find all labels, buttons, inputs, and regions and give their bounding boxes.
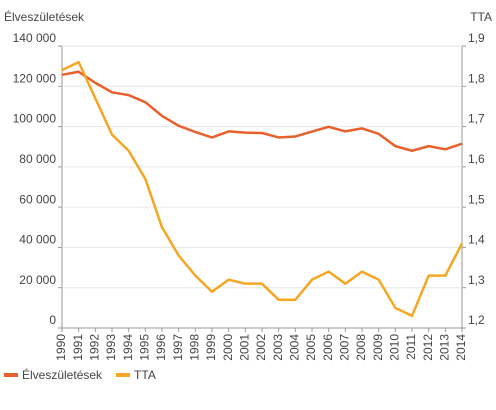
legend-label: Élveszületések [22,367,103,382]
y-tick-label: 0 [49,313,56,327]
y2-tick-label: 1,4 [468,233,485,247]
y2-tick-label: 1,2 [468,313,485,327]
y2-tick-label: 1,9 [468,31,485,45]
series-line [61,70,463,152]
x-tick-label: 2012 [421,334,435,361]
y-tick-label: 20 000 [19,273,56,287]
x-tick-label: 2008 [354,334,368,361]
legend-swatch [116,373,131,377]
legend-label: TTA [134,368,156,382]
legend-swatch [4,373,18,377]
x-tick-label: 1999 [204,334,218,361]
x-tick-label: 2011 [404,334,418,360]
y-axis-title: Élveszületések [4,9,85,24]
x-tick-label: 2010 [388,334,402,361]
x-tick-label: 2005 [304,334,318,361]
x-tick-label: 2014 [454,334,468,361]
x-tick-label: 2006 [321,334,335,361]
x-tick-label: 1993 [104,334,118,361]
y2-tick-label: 1,8 [468,71,485,85]
x-tick-label: 2003 [271,334,285,361]
x-tick-label: 2013 [438,334,452,361]
x-tick-label: 2001 [238,334,252,361]
y-tick-label: 140 000 [13,31,57,45]
x-tick-label: 1990 [54,334,68,361]
x-tick-label: 2000 [221,334,235,361]
y2-tick-label: 1,6 [468,152,485,166]
x-tick-label: 1992 [88,334,102,361]
y2-tick-label: 1,7 [468,112,485,126]
x-tick-label: 1995 [138,334,152,361]
y-tick-label: 40 000 [19,233,56,247]
y-tick-label: 100 000 [13,112,57,126]
x-tick-label: 2004 [288,334,302,361]
x-tick-label: 2007 [338,334,352,361]
y-tick-label: 80 000 [19,152,56,166]
y2-tick-label: 1,5 [468,192,485,206]
x-tick-label: 2002 [254,334,268,361]
x-tick-label: 1997 [171,334,185,361]
x-tick-label: 1994 [121,334,135,361]
x-tick-label: 1998 [188,334,202,361]
y2-axis-title: TTA [470,10,492,24]
x-tick-label: 2009 [371,334,385,361]
x-tick-label: 1996 [154,334,168,361]
series-line [61,60,464,318]
y-tick-label: 120 000 [13,71,57,85]
y-tick-label: 60 000 [19,192,56,206]
x-tick-label: 1991 [71,334,85,361]
y2-tick-label: 1,3 [468,273,485,287]
